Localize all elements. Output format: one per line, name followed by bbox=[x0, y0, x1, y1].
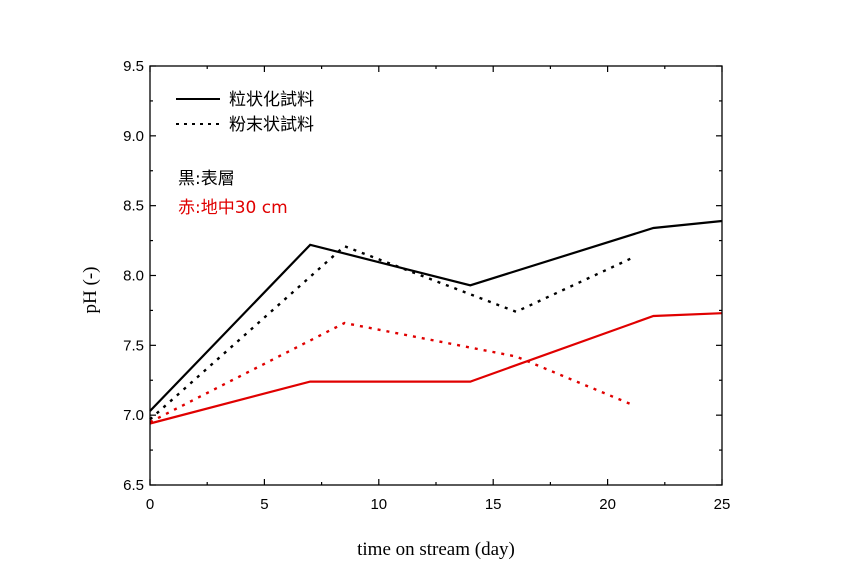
series-line-2 bbox=[149, 244, 632, 421]
y-axis-title: pH (-) bbox=[80, 267, 101, 314]
series-line-4 bbox=[149, 321, 631, 424]
x-axis-title: time on stream (day) bbox=[357, 539, 515, 560]
y-tick-label: 7.5 bbox=[123, 337, 144, 354]
legend-powder-label: 粉末状試料 bbox=[229, 115, 314, 135]
x-tick-label: 0 bbox=[146, 496, 154, 513]
y-tick-label: 9.0 bbox=[123, 128, 144, 145]
y-tick-label: 8.5 bbox=[123, 198, 144, 215]
ticks-layer: 0 5 10 15 20 25 6.5 7.0 7.5 8.0 8.5 9.0 9.5 bbox=[123, 58, 730, 513]
x-tick-label: 10 bbox=[370, 496, 387, 513]
x-tick-label: 25 bbox=[714, 496, 731, 513]
legend-granular-label: 粒状化試料 bbox=[229, 90, 314, 110]
color-key-red-underground: 赤:地中30 cm bbox=[178, 198, 288, 218]
x-tick-label: 20 bbox=[599, 496, 616, 513]
legend: 粒状化試料 粉末状試料 bbox=[176, 90, 314, 135]
y-tick-label: 7.0 bbox=[123, 407, 144, 424]
color-key-black-surface: 黒:表層 bbox=[178, 169, 235, 189]
y-tick-label: 8.0 bbox=[123, 268, 144, 285]
series-line-3 bbox=[149, 312, 723, 425]
y-tick-label: 6.5 bbox=[123, 477, 144, 494]
x-tick-label: 5 bbox=[260, 496, 268, 513]
series-layer bbox=[149, 219, 723, 425]
series-line-1 bbox=[149, 219, 723, 412]
y-tick-label: 9.5 bbox=[123, 58, 144, 75]
x-tick-label: 15 bbox=[485, 496, 502, 513]
color-key: 黒:表層 赤:地中30 cm bbox=[178, 169, 288, 218]
